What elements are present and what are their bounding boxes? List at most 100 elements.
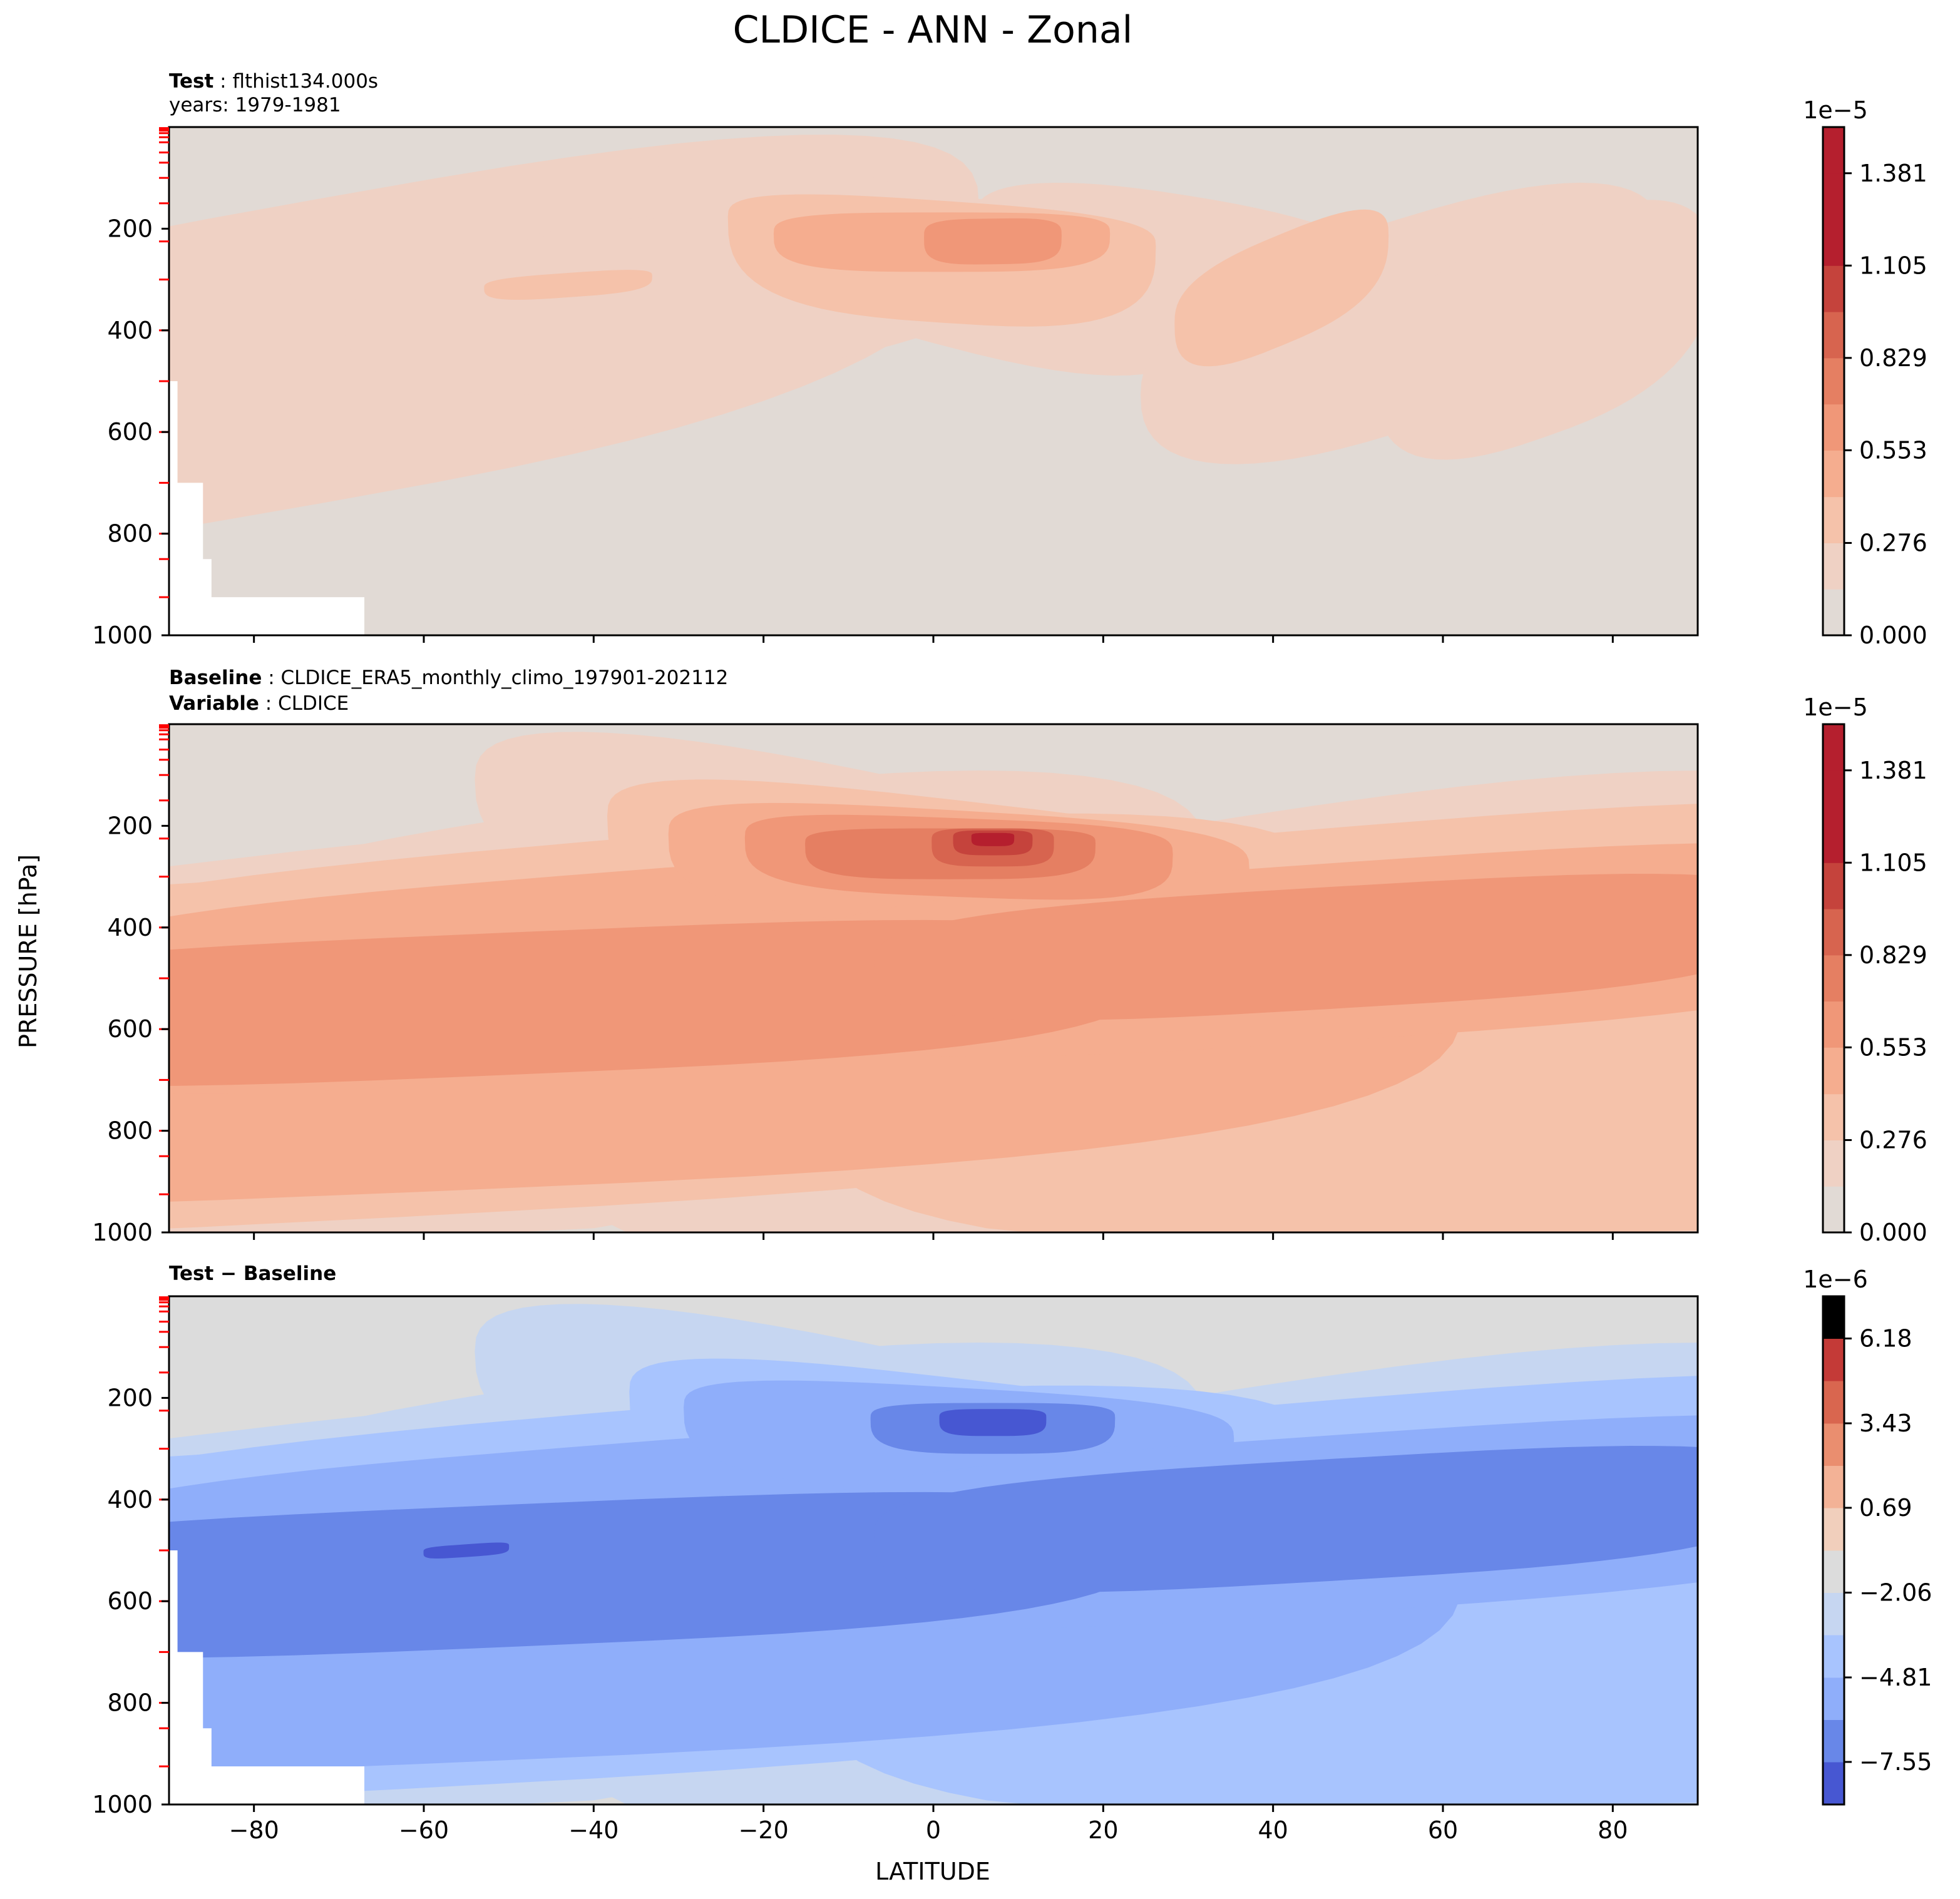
colorbar-segment-7 — [1823, 862, 1844, 909]
y-tick-label-0: 200 — [107, 215, 153, 242]
y-tick-label-4: 1000 — [92, 1791, 153, 1818]
colorbar-tick-label-0: 0.000 — [1859, 1219, 1927, 1246]
y-tick-label-0: 200 — [107, 1384, 153, 1411]
colorbar-diff: −7.55 −4.81 −2.06 0.69 3.43 6.18 1e−6 — [1803, 1266, 1932, 1806]
colorbar-segment-6 — [1823, 1508, 1844, 1551]
panel-baseline-variable-bold: Variable — [169, 692, 259, 715]
colorbar-segment-4 — [1823, 1001, 1844, 1048]
colorbar-frame — [1822, 723, 1845, 1234]
x-tick-label-3: −20 — [739, 1816, 789, 1844]
colorbar-segment-10 — [1823, 724, 1844, 771]
contour-region-16 — [874, 874, 1698, 1020]
y-tick-label-1: 400 — [107, 914, 153, 941]
panel-test: Test : flthist134.000s years: 1979-1981 … — [92, 70, 1927, 649]
panel-baseline-label-text: CLDICE_ERA5_monthly_climo_197901-202112 — [281, 667, 729, 689]
x-axis-label: LATITUDE — [875, 1858, 990, 1885]
panel-test-label-text: flthist134.000s — [232, 70, 378, 93]
panel-baseline: Baseline : CLDICE_ERA5_monthly_climo_197… — [92, 667, 1927, 1246]
panel-baseline-variable-sep: : — [259, 692, 278, 715]
contour-region-18 — [939, 1409, 1047, 1436]
colorbar-segment-1 — [1823, 543, 1844, 590]
y-tick-label-2: 600 — [107, 418, 153, 446]
colorbar-segment-9 — [1823, 1381, 1844, 1424]
panel-baseline-variable-text: CLDICE — [278, 692, 349, 715]
contour-region-6 — [1377, 200, 1698, 460]
colorbar-frame — [1822, 126, 1845, 637]
colorbar-segment-3 — [1823, 1635, 1844, 1678]
contour-fill-group — [169, 732, 1698, 1232]
colorbar-baseline: 0.000 0.276 0.553 0.829 1.105 1.381 1e−5 — [1803, 694, 1927, 1246]
contour-region-8 — [1174, 209, 1389, 367]
contour-region-16 — [874, 1446, 1698, 1592]
colorbar-tick-label-0: −7.55 — [1859, 1748, 1932, 1776]
colorbar-segment-11 — [1823, 1296, 1844, 1339]
colorbar-segment-3 — [1823, 450, 1844, 498]
x-tick-label-0: −80 — [229, 1816, 279, 1844]
colorbar-exponent: 1e−5 — [1803, 96, 1868, 124]
colorbar-tick-label-5: 1.381 — [1859, 160, 1927, 187]
x-tick-label-5: 20 — [1088, 1816, 1118, 1844]
panel-diff-label: Test − Baseline — [169, 1262, 336, 1285]
colorbar-segment-1 — [1823, 1140, 1844, 1187]
colorbar-segment-1 — [1823, 1719, 1844, 1763]
colorbar-tick-label-5: 6.18 — [1859, 1325, 1912, 1353]
colorbar-tick-label-0: 0.000 — [1859, 622, 1927, 649]
colorbar-segment-6 — [1823, 312, 1844, 359]
x-tick-label-8: 80 — [1598, 1816, 1628, 1844]
plot-area-baseline: 200 400 600 800 1000 — [92, 723, 1699, 1246]
x-tick-label-7: 60 — [1428, 1816, 1458, 1844]
colorbar-segment-9 — [1823, 770, 1844, 817]
colorbar-segment-7 — [1823, 265, 1844, 312]
contour-region-17 — [423, 1542, 510, 1559]
panel-test-years: years: 1979-1981 — [169, 94, 341, 116]
colorbar-segment-0 — [1823, 589, 1844, 636]
y-tick-label-3: 800 — [107, 520, 153, 548]
colorbar-exponent: 1e−5 — [1803, 694, 1868, 721]
y-tick-label-4: 1000 — [92, 622, 153, 649]
colorbar-tick-label-5: 1.381 — [1859, 757, 1927, 784]
colorbar-tick-label-1: 0.276 — [1859, 529, 1927, 556]
colorbar-segment-2 — [1823, 496, 1844, 543]
colorbar-segment-5 — [1823, 955, 1844, 1002]
panel-test-label: Test : flthist134.000s — [169, 70, 378, 93]
panel-test-label-bold: Test — [169, 70, 214, 93]
colorbar-tick-label-3: 0.829 — [1859, 344, 1927, 372]
colorbar-tick-label-4: 1.105 — [1859, 252, 1927, 279]
y-tick-label-4: 1000 — [92, 1219, 153, 1246]
colorbar-segment-9 — [1823, 173, 1844, 220]
colorbar-tick-label-2: 0.553 — [1859, 436, 1927, 464]
colorbar-frame — [1822, 1295, 1845, 1806]
colorbar-segment-8 — [1823, 816, 1844, 863]
colorbar-segment-0 — [1823, 1186, 1844, 1233]
panel-baseline-label-sep: : — [262, 667, 280, 689]
panel-baseline-variable: Variable : CLDICE — [169, 692, 349, 715]
contour-fill-group — [169, 135, 1698, 635]
colorbar-segment-10 — [1823, 127, 1844, 174]
colorbar-segment-5 — [1823, 357, 1844, 405]
masked-region-0 — [169, 1550, 365, 1804]
x-tick-label-4: 0 — [926, 1816, 941, 1844]
colorbar-segment-3 — [1823, 1047, 1844, 1095]
y-tick-label-0: 200 — [107, 812, 153, 839]
colorbar-tick-label-1: 0.276 — [1859, 1126, 1927, 1154]
y-tick-label-3: 800 — [107, 1689, 153, 1717]
contour-region-9 — [484, 270, 652, 300]
y-tick-label-1: 400 — [107, 317, 153, 344]
y-tick-label-2: 600 — [107, 1587, 153, 1615]
figure-title: CLDICE - ANN - Zonal — [733, 8, 1133, 52]
plot-area-diff: 200 400 600 800 1000 −80 −60 −40 −20 0 20 40 60 80 — [92, 1295, 1699, 1844]
colorbar-tick-label-1: −4.81 — [1859, 1664, 1932, 1691]
colorbar-segment-8 — [1823, 219, 1844, 266]
masked-region-0 — [169, 381, 365, 635]
y-tick-label-1: 400 — [107, 1486, 153, 1513]
colorbar-tick-label-4: 3.43 — [1859, 1410, 1912, 1437]
colorbar-tick-label-3: 0.829 — [1859, 941, 1927, 969]
colorbar-segment-4 — [1823, 404, 1844, 451]
colorbar-segment-5 — [1823, 1550, 1844, 1594]
colorbar-segment-4 — [1823, 1592, 1844, 1635]
x-tick-label-1: −60 — [399, 1816, 449, 1844]
colorbar-segment-6 — [1823, 909, 1844, 956]
contour-region-20 — [971, 832, 1015, 846]
contour-fill-group — [169, 1304, 1698, 1804]
